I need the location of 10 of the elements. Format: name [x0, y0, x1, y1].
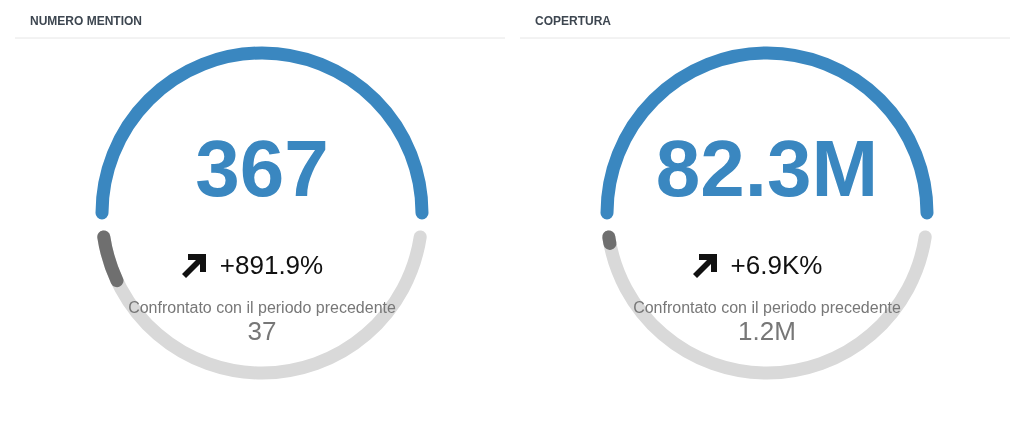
text: COPERTURA [535, 14, 612, 28]
text: Confrontato con il periodo precedente [633, 298, 901, 316]
data-label: 1.2M [738, 316, 796, 346]
text: Confrontato con il periodo precedente [128, 298, 396, 316]
text: +891.9% [219, 250, 324, 281]
data-label: 37 [247, 316, 277, 346]
data-label: 367 [195, 123, 329, 213]
text: NUMERO MENTION [30, 14, 142, 28]
text: +6.9K% [730, 250, 823, 281]
data-label: 82.3M [655, 123, 879, 213]
